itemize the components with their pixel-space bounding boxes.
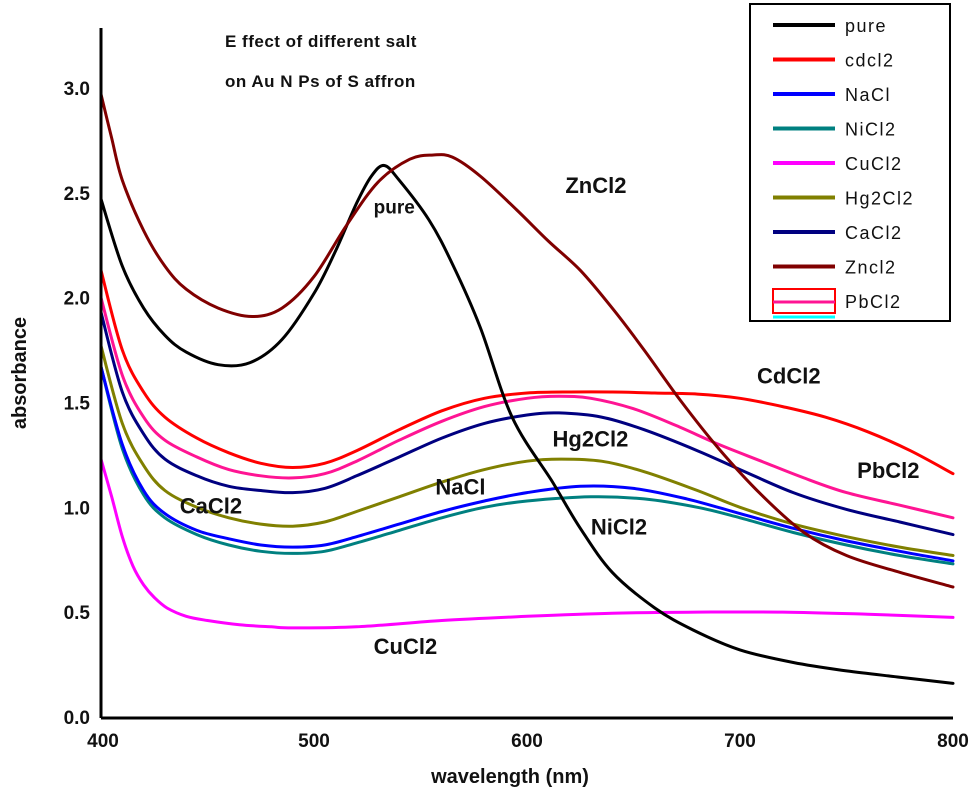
legend-item-nacl: NaCl xyxy=(773,85,891,105)
y-axis-title: absorbance xyxy=(9,317,31,429)
legend-label: Hg2Cl2 xyxy=(845,189,914,209)
series-line-nacl xyxy=(99,365,955,563)
x-tick-label: 500 xyxy=(298,731,330,752)
legend-item-pbcl2: PbCl2 xyxy=(772,288,902,319)
series-line-cucl2 xyxy=(99,457,955,630)
curve-annotations: pure ZnCl2 CdCl2 PbCl2 Hg2Cl2 NaCl CaCl2 NiCl2 C… xyxy=(180,173,920,659)
series-line-nicl2 xyxy=(99,365,955,566)
annotation-nicl2: NiCl2 xyxy=(591,515,647,540)
series-line-zncl2 xyxy=(99,92,955,589)
y-tick-label: 0.0 xyxy=(64,708,90,729)
annotation-cucl2: CuCl2 xyxy=(374,634,438,659)
annotation-cdcl2: CdCl2 xyxy=(757,364,821,389)
legend-label: NaCl xyxy=(845,85,891,105)
chart-title-line-2: on Au N Ps of S affron xyxy=(225,72,416,91)
chart-title-line-1: E ffect of different salt xyxy=(225,32,417,51)
y-tick-label: 1.5 xyxy=(64,393,91,414)
legend-item-cucl2: CuCl2 xyxy=(773,154,903,174)
series-line-hg2cl2 xyxy=(99,344,955,557)
legend-label: cdcl2 xyxy=(845,51,895,71)
y-tick-label: 1.0 xyxy=(64,498,90,519)
legend-label: NiCl2 xyxy=(845,120,897,140)
x-tick-label: 800 xyxy=(937,731,969,752)
x-tick-label: 600 xyxy=(511,731,543,752)
y-tick-label: 3.0 xyxy=(64,79,90,100)
annotation-hg2cl2: Hg2Cl2 xyxy=(553,426,629,451)
legend-item-cacl2: CaCl2 xyxy=(773,223,903,243)
legend-label: pure xyxy=(845,16,887,36)
annotation-cacl2: CaCl2 xyxy=(180,494,242,519)
y-tick-label: 2.0 xyxy=(64,289,90,310)
legend-item-hg2cl2: Hg2Cl2 xyxy=(773,189,914,209)
x-tick-label: 400 xyxy=(87,731,119,752)
legend: pure cdcl2 NaCl NiCl2 CuCl2 Hg2Cl2 CaCl2 Zncl2 P… xyxy=(749,3,951,322)
series-line-cacl2 xyxy=(99,310,955,537)
plot-series-group xyxy=(99,92,955,685)
legend-item-cdcl2: cdcl2 xyxy=(773,51,895,71)
y-tick-labels: 0.0 0.5 1.0 1.5 2.0 2.5 3.0 xyxy=(64,79,91,729)
legend-item-pure: pure xyxy=(773,16,887,36)
y-tick-label: 2.5 xyxy=(64,184,91,205)
annotation-nacl: NaCl xyxy=(435,475,485,500)
annotation-zncl2: ZnCl2 xyxy=(565,173,626,198)
x-axis-title: wavelength (nm) xyxy=(430,766,589,788)
series-line-cdcl2 xyxy=(99,268,955,476)
annotation-pbcl2: PbCl2 xyxy=(857,458,919,483)
legend-item-zncl2: Zncl2 xyxy=(773,258,897,278)
series-line-pure xyxy=(99,163,955,685)
x-tick-labels: 400 500 600 700 800 xyxy=(87,731,969,752)
legend-label: CaCl2 xyxy=(845,223,903,243)
y-tick-label: 0.5 xyxy=(64,603,91,624)
legend-label: PbCl2 xyxy=(845,292,902,312)
legend-label: Zncl2 xyxy=(845,258,897,278)
series-line-pbcl2 xyxy=(99,296,955,520)
legend-item-nicl2: NiCl2 xyxy=(773,120,897,140)
x-tick-label: 700 xyxy=(724,731,756,752)
legend-label: CuCl2 xyxy=(845,154,903,174)
annotation-pure: pure xyxy=(374,198,415,219)
